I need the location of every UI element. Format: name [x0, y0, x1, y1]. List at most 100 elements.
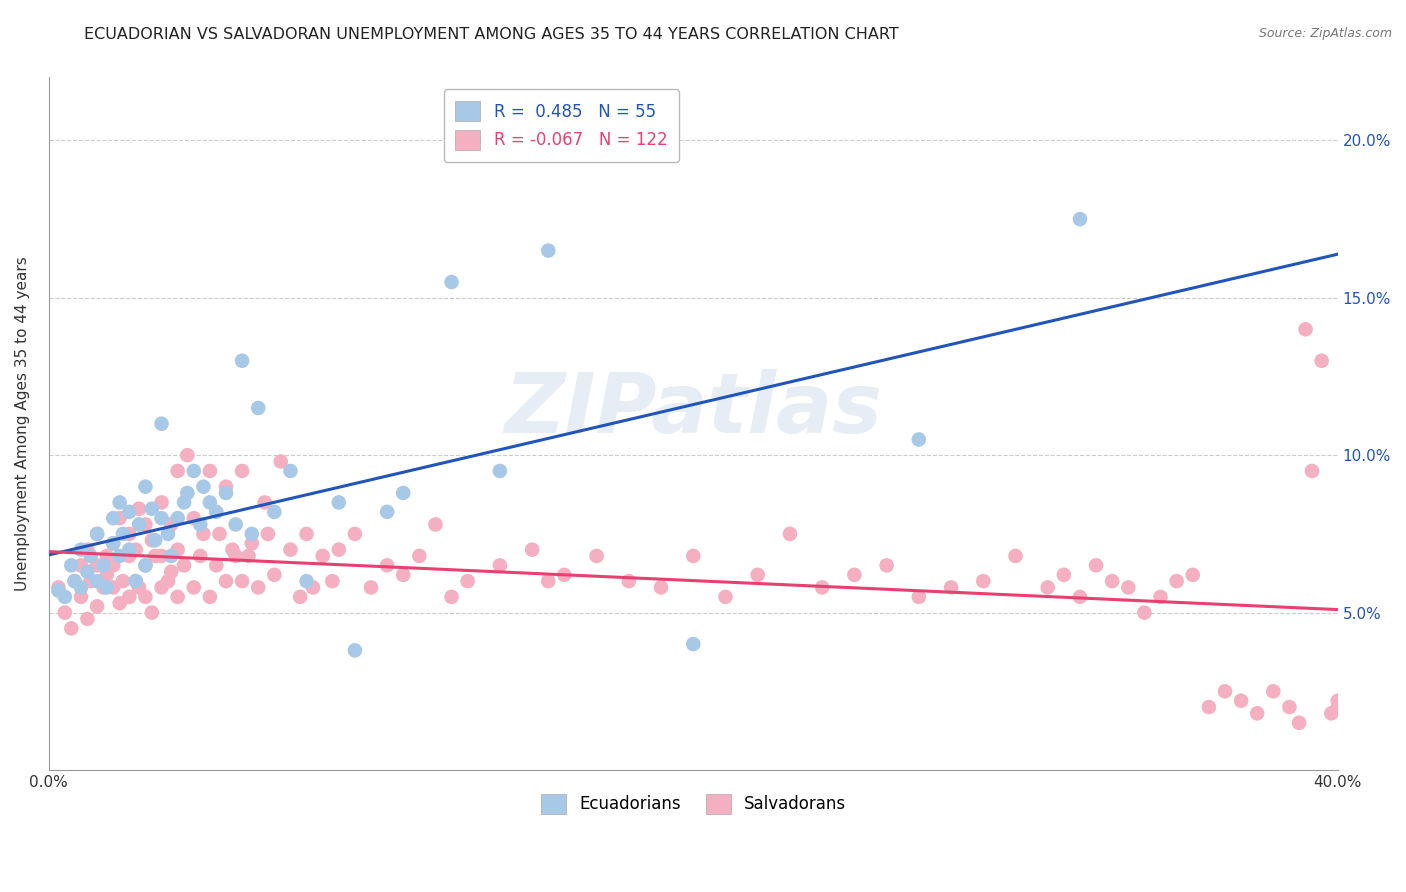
- Point: [134, 517, 156, 532]
- Point: [108, 549, 131, 563]
- Point: [1133, 606, 1156, 620]
- Point: [682, 549, 704, 563]
- Point: [295, 574, 318, 588]
- Point: [1069, 212, 1091, 227]
- Point: [193, 480, 215, 494]
- Point: [908, 590, 931, 604]
- Point: [103, 536, 125, 550]
- Point: [375, 505, 398, 519]
- Point: [63, 574, 86, 588]
- Point: [108, 511, 131, 525]
- Point: [240, 536, 263, 550]
- Point: [231, 464, 253, 478]
- Point: [156, 527, 179, 541]
- Point: [908, 433, 931, 447]
- Point: [714, 590, 737, 604]
- Point: [1116, 581, 1139, 595]
- Point: [747, 567, 769, 582]
- Point: [939, 581, 962, 595]
- Point: [520, 542, 543, 557]
- Point: [425, 517, 447, 532]
- Point: [60, 558, 83, 573]
- Point: [183, 464, 205, 478]
- Point: [295, 527, 318, 541]
- Point: [60, 621, 83, 635]
- Point: [150, 511, 173, 525]
- Point: [360, 581, 382, 595]
- Point: [375, 558, 398, 573]
- Point: [263, 505, 285, 519]
- Point: [198, 464, 221, 478]
- Point: [160, 517, 183, 532]
- Point: [198, 590, 221, 604]
- Point: [328, 542, 350, 557]
- Point: [1004, 549, 1026, 563]
- Point: [86, 558, 108, 573]
- Point: [440, 590, 463, 604]
- Point: [682, 637, 704, 651]
- Point: [96, 549, 118, 563]
- Point: [343, 527, 366, 541]
- Point: [111, 574, 134, 588]
- Point: [811, 581, 834, 595]
- Point: [79, 549, 101, 563]
- Point: [844, 567, 866, 582]
- Point: [328, 495, 350, 509]
- Point: [86, 527, 108, 541]
- Point: [76, 542, 98, 557]
- Point: [134, 558, 156, 573]
- Point: [1085, 558, 1108, 573]
- Point: [143, 533, 166, 548]
- Point: [188, 517, 211, 532]
- Point: [617, 574, 640, 588]
- Point: [134, 590, 156, 604]
- Point: [302, 581, 325, 595]
- Point: [253, 495, 276, 509]
- Point: [225, 517, 247, 532]
- Point: [103, 558, 125, 573]
- Point: [108, 596, 131, 610]
- Point: [53, 606, 76, 620]
- Point: [76, 612, 98, 626]
- Point: [1230, 694, 1253, 708]
- Point: [1288, 715, 1310, 730]
- Point: [585, 549, 607, 563]
- Text: ZIPatlas: ZIPatlas: [505, 369, 882, 450]
- Point: [408, 549, 430, 563]
- Point: [173, 558, 195, 573]
- Point: [166, 542, 188, 557]
- Point: [96, 581, 118, 595]
- Point: [150, 549, 173, 563]
- Point: [270, 454, 292, 468]
- Point: [311, 549, 333, 563]
- Point: [263, 567, 285, 582]
- Point: [972, 574, 994, 588]
- Point: [489, 464, 512, 478]
- Point: [392, 486, 415, 500]
- Point: [208, 527, 231, 541]
- Point: [118, 505, 141, 519]
- Point: [221, 542, 243, 557]
- Point: [457, 574, 479, 588]
- Point: [76, 565, 98, 579]
- Point: [118, 527, 141, 541]
- Point: [215, 486, 238, 500]
- Point: [1166, 574, 1188, 588]
- Point: [231, 353, 253, 368]
- Point: [111, 527, 134, 541]
- Point: [1149, 590, 1171, 604]
- Point: [96, 567, 118, 582]
- Point: [1101, 574, 1123, 588]
- Point: [103, 581, 125, 595]
- Point: [1181, 567, 1204, 582]
- Point: [166, 590, 188, 604]
- Point: [1069, 590, 1091, 604]
- Point: [118, 590, 141, 604]
- Point: [247, 401, 270, 415]
- Point: [141, 501, 163, 516]
- Point: [125, 542, 148, 557]
- Point: [553, 567, 575, 582]
- Point: [1295, 322, 1317, 336]
- Point: [143, 549, 166, 563]
- Point: [183, 511, 205, 525]
